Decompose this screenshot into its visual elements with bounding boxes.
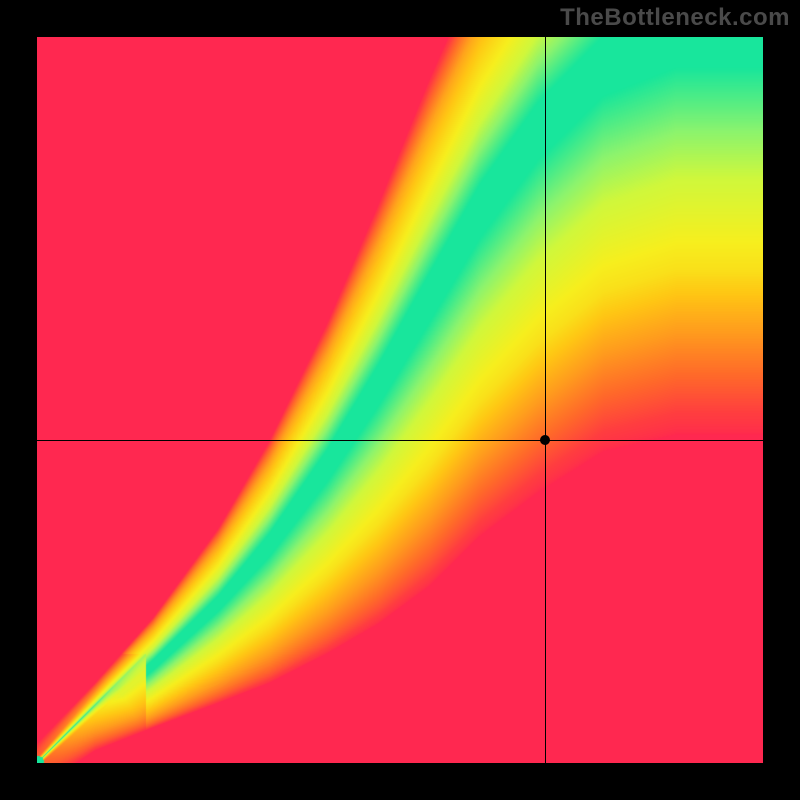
crosshair-horizontal [37,440,763,441]
crosshair-vertical [545,37,546,763]
bottleneck-heatmap [37,37,763,763]
attribution-label: TheBottleneck.com [560,4,790,32]
chart-outer-frame: TheBottleneck.com [0,0,800,800]
plot-area [37,37,763,763]
